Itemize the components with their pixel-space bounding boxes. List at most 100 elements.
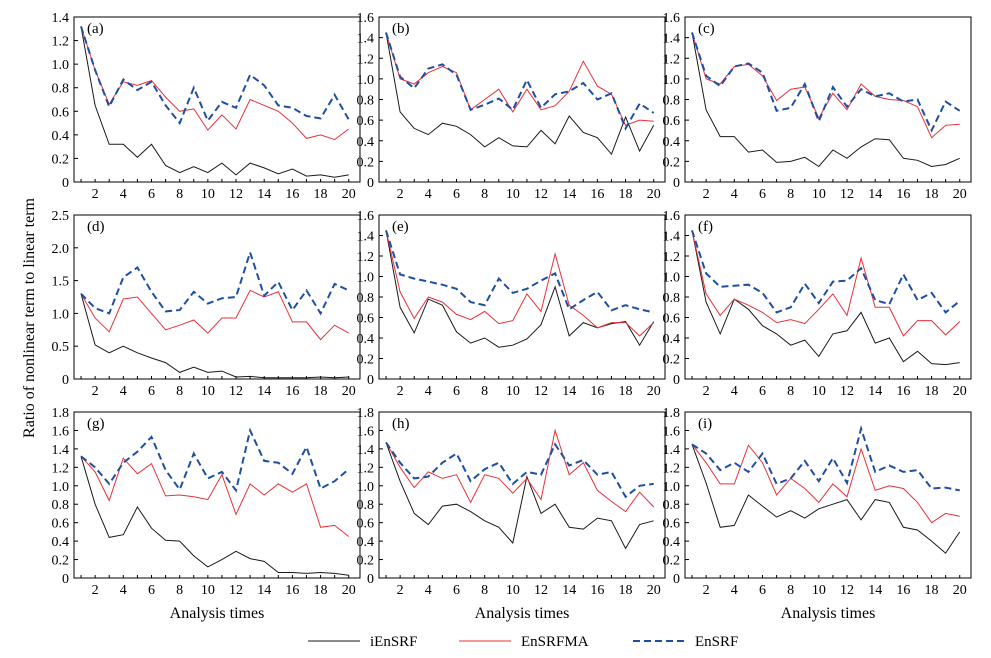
legend-label: EnSRF [695, 634, 738, 650]
plot-frame [73, 214, 361, 380]
y-tick-label: 1.4 [663, 230, 681, 245]
y-tick-label: 1.0 [663, 271, 681, 286]
x-tick-label: 8 [176, 384, 183, 399]
panel-g: 0 0.2 0.4 0.6 0.8 1.0 1.2 1.4 1.6 1.8 2 4 6 8 10 12 14 16… [52, 406, 361, 622]
series-ensrf [80, 249, 350, 316]
x-tick-label: 8 [787, 583, 794, 598]
x-tick-label: 14 [562, 583, 576, 598]
x-tick-label: 18 [925, 583, 939, 598]
x-tick-label: 4 [120, 583, 127, 598]
x-tick-label: 12 [840, 187, 854, 202]
y-tick-label: 0.4 [52, 535, 70, 550]
x-tick-label: 18 [925, 384, 939, 399]
x-tick-label: 20 [953, 187, 967, 202]
y-tick-label: 0 [673, 176, 680, 191]
y-tick-label: 0.5 [52, 340, 70, 355]
y-tick-label: 0.8 [663, 498, 681, 513]
x-tick-label: 6 [759, 187, 766, 202]
y-tick-label: 1.0 [357, 480, 375, 495]
panel-e: 0 0.2 0.4 0.6 0.8 1.0 1.2 1.4 1.6 2 4 6 8 10 12 14 16 18 2… [357, 209, 666, 399]
x-tick-label: 4 [425, 583, 432, 598]
x-tick-label: 10 [506, 384, 520, 399]
y-tick-label: 0 [367, 373, 374, 388]
y-tick-label: 1.0 [52, 480, 70, 495]
x-tick-label: 6 [148, 384, 155, 399]
y-tick-label: 1.6 [663, 209, 681, 224]
panel-tag: (b) [392, 21, 410, 37]
x-tick-label: 2 [92, 187, 99, 202]
series-iensrf [691, 230, 960, 366]
y-tick-label: 0.2 [357, 353, 375, 368]
x-tick-label: 2 [397, 384, 404, 399]
panel-i: 0 0.2 0.4 0.6 0.8 1.0 1.2 1.4 1.6 1.8 2 4 6 8 10 12 14 16… [663, 406, 972, 622]
x-tick-label: 18 [925, 187, 939, 202]
series-ensrf [385, 32, 655, 131]
x-tick-label: 14 [868, 187, 882, 202]
legend: iEnSRF EnSRFMA EnSRF [308, 634, 738, 650]
panel-tag: (g) [87, 416, 105, 432]
series-ensrf [385, 230, 654, 314]
y-tick-label: 1.2 [663, 250, 681, 265]
panel-tag: (c) [698, 21, 715, 37]
series-iensrf [80, 293, 349, 379]
y-tick-label: 0.8 [52, 82, 70, 97]
y-tick-label: 1.4 [52, 443, 70, 458]
y-tick-label: 0.6 [52, 517, 70, 532]
x-tick-label: 4 [731, 583, 738, 598]
x-tick-label: 8 [176, 187, 183, 202]
series-iensrf [80, 456, 349, 576]
series-ensrfma [80, 289, 349, 341]
panel-tag: (a) [87, 21, 104, 37]
y-tick-label: 0.6 [52, 105, 70, 120]
y-tick-label: 0.2 [357, 155, 375, 170]
y-tick-label: 1.0 [52, 58, 70, 73]
legend-label: EnSRFMA [521, 634, 589, 650]
x-tick-label: 16 [896, 583, 910, 598]
y-tick-label: 1.4 [357, 443, 375, 458]
x-tick-label: 18 [314, 583, 328, 598]
y-tick-label: 1.4 [663, 32, 681, 47]
plot-frame [73, 16, 361, 183]
series-ensrf [691, 425, 960, 492]
series-ensrfma [691, 230, 961, 337]
series-ensrfma [385, 32, 654, 126]
x-tick-label: 16 [896, 187, 910, 202]
y-tick-label: 0.6 [357, 312, 375, 327]
x-tick-label: 10 [201, 187, 215, 202]
x-tick-label: 4 [120, 384, 127, 399]
x-tick-label: 18 [619, 583, 633, 598]
x-tick-label: 12 [229, 384, 243, 399]
series-ensrfma [691, 32, 960, 139]
x-tick-label: 16 [590, 187, 604, 202]
x-tick-label: 6 [453, 583, 460, 598]
x-tick-label: 16 [896, 384, 910, 399]
y-tick-label: 0.8 [357, 291, 375, 306]
x-tick-label: 6 [148, 187, 155, 202]
x-tick-label: 16 [590, 583, 604, 598]
x-tick-label: 2 [703, 583, 710, 598]
y-tick-label: 0 [62, 373, 69, 388]
y-tick-label: 0.4 [663, 135, 681, 150]
x-tick-label: 6 [453, 187, 460, 202]
y-tick-label: 0.8 [52, 498, 70, 513]
x-tick-label: 12 [840, 583, 854, 598]
y-tick-label: 1.6 [357, 424, 375, 439]
y-tick-label: 0.8 [663, 291, 681, 306]
x-tick-label: 10 [201, 384, 215, 399]
plot-frame [378, 214, 666, 380]
y-tick-label: 0.6 [663, 114, 681, 129]
panel-tag: (i) [698, 416, 712, 432]
y-tick-label: 1.0 [663, 73, 681, 88]
panel-f: 0 0.2 0.4 0.6 0.8 1.0 1.2 1.4 1.6 2 4 6 8 10 12 14 16 18 2… [663, 209, 972, 399]
panel-h: 0 0.2 0.4 0.6 0.8 1.0 1.2 1.4 1.6 1.8 2 4 6 8 10 12 14 16… [357, 406, 666, 622]
y-tick-label: 1.0 [357, 271, 375, 286]
series-ensrf [80, 26, 350, 126]
x-tick-label: 6 [148, 583, 155, 598]
y-tick-label: 0.6 [357, 517, 375, 532]
y-tick-label: 0 [367, 572, 374, 587]
x-tick-label: 12 [534, 583, 548, 598]
x-tick-label: 6 [759, 384, 766, 399]
y-tick-label: 1.2 [663, 461, 681, 476]
y-tick-label: 0.8 [357, 94, 375, 109]
